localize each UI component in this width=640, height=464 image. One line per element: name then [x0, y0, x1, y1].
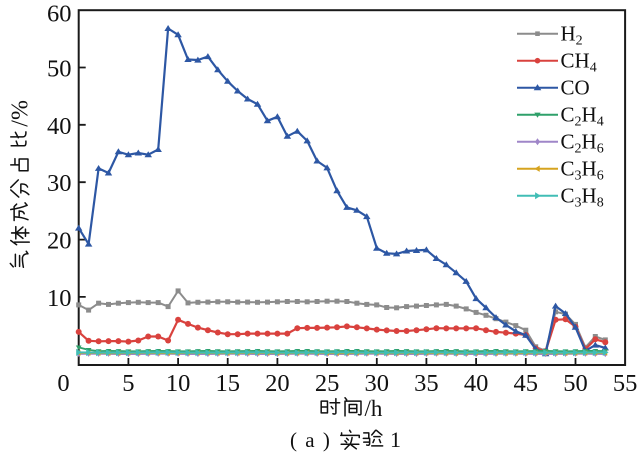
svg-text:30: 30: [365, 370, 390, 397]
svg-text:( a ): ( a ): [290, 428, 331, 452]
svg-text:0: 0: [57, 370, 69, 397]
svg-text:55: 55: [613, 370, 638, 397]
svg-text:25: 25: [315, 370, 340, 397]
svg-text:10: 10: [166, 370, 191, 397]
svg-text:45: 45: [514, 370, 539, 397]
svg-text:/h: /h: [365, 396, 383, 421]
svg-text:20: 20: [265, 370, 290, 397]
svg-text:15: 15: [215, 370, 240, 397]
svg-text:50: 50: [563, 370, 588, 397]
svg-text:C3H6: C3H6: [561, 157, 604, 184]
svg-text:60: 60: [47, 1, 72, 28]
svg-text:5: 5: [122, 370, 134, 397]
svg-text:35: 35: [414, 370, 439, 397]
svg-text:40: 40: [464, 370, 489, 397]
svg-text:30: 30: [47, 170, 72, 197]
svg-text:20: 20: [47, 228, 72, 255]
svg-text:C3H8: C3H8: [561, 184, 604, 211]
svg-text:C2H4: C2H4: [561, 103, 604, 130]
svg-text:C2H6: C2H6: [561, 130, 604, 157]
svg-text:1: 1: [390, 427, 401, 452]
svg-text:10: 10: [47, 285, 72, 312]
svg-text:CO: CO: [561, 76, 590, 100]
svg-text:50: 50: [47, 56, 72, 83]
svg-text:40: 40: [47, 113, 72, 140]
svg-text:/%: /%: [8, 100, 34, 127]
